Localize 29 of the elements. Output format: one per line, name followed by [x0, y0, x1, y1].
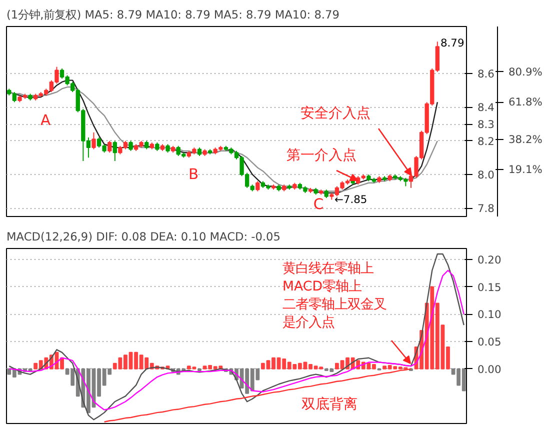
y-tick-label: 0.15 — [478, 280, 502, 294]
chart-title: (1分钟,前复权) MA5: 8.79 MA10: 8.79 MA5: 8.79 MA10: 8.79 — [6, 8, 340, 22]
annotation: A — [40, 112, 51, 129]
annotation: ←7.85 — [334, 193, 368, 206]
annotation: 是介入点 — [282, 316, 334, 330]
chart-title: MACD(12,26,9) DIF: 0.08 DEA: 0.10 MACD: -0.05 — [6, 230, 280, 244]
y-tick-label: 8.6 — [478, 68, 495, 81]
annotation: 双底背离 — [302, 396, 358, 412]
y2-tick-label: 61.8% — [508, 96, 542, 109]
y-tick-label: 8.3 — [478, 118, 494, 132]
annotation: B — [188, 166, 199, 183]
y-tick-label: 8.2 — [478, 134, 494, 148]
y2-tick-label: 80.9% — [508, 65, 542, 78]
annotation: 8.79 — [440, 36, 464, 50]
annotation: 黄白线在零轴上 — [282, 262, 374, 276]
y-tick-label: 0.10 — [478, 308, 502, 322]
y2-tick-label: 38.2% — [508, 132, 542, 146]
y-tick-label: 0.00 — [478, 362, 502, 376]
y-tick-label: 8.0 — [478, 168, 495, 182]
annotation: 二者零轴上双金叉 — [282, 298, 386, 312]
annotation: 安全介入点 — [300, 106, 370, 122]
annotation: 第一介入点 — [286, 148, 356, 164]
y-tick-label: 0.05 — [478, 335, 502, 348]
annotation: C — [313, 196, 324, 213]
y-tick-label: 8.4 — [478, 101, 495, 114]
annotation: MACD零轴上 — [282, 280, 362, 294]
y-tick-label: 0.20 — [478, 253, 502, 266]
y-tick-label: 7.8 — [478, 202, 495, 216]
y2-tick-label: 19.1% — [508, 163, 542, 176]
